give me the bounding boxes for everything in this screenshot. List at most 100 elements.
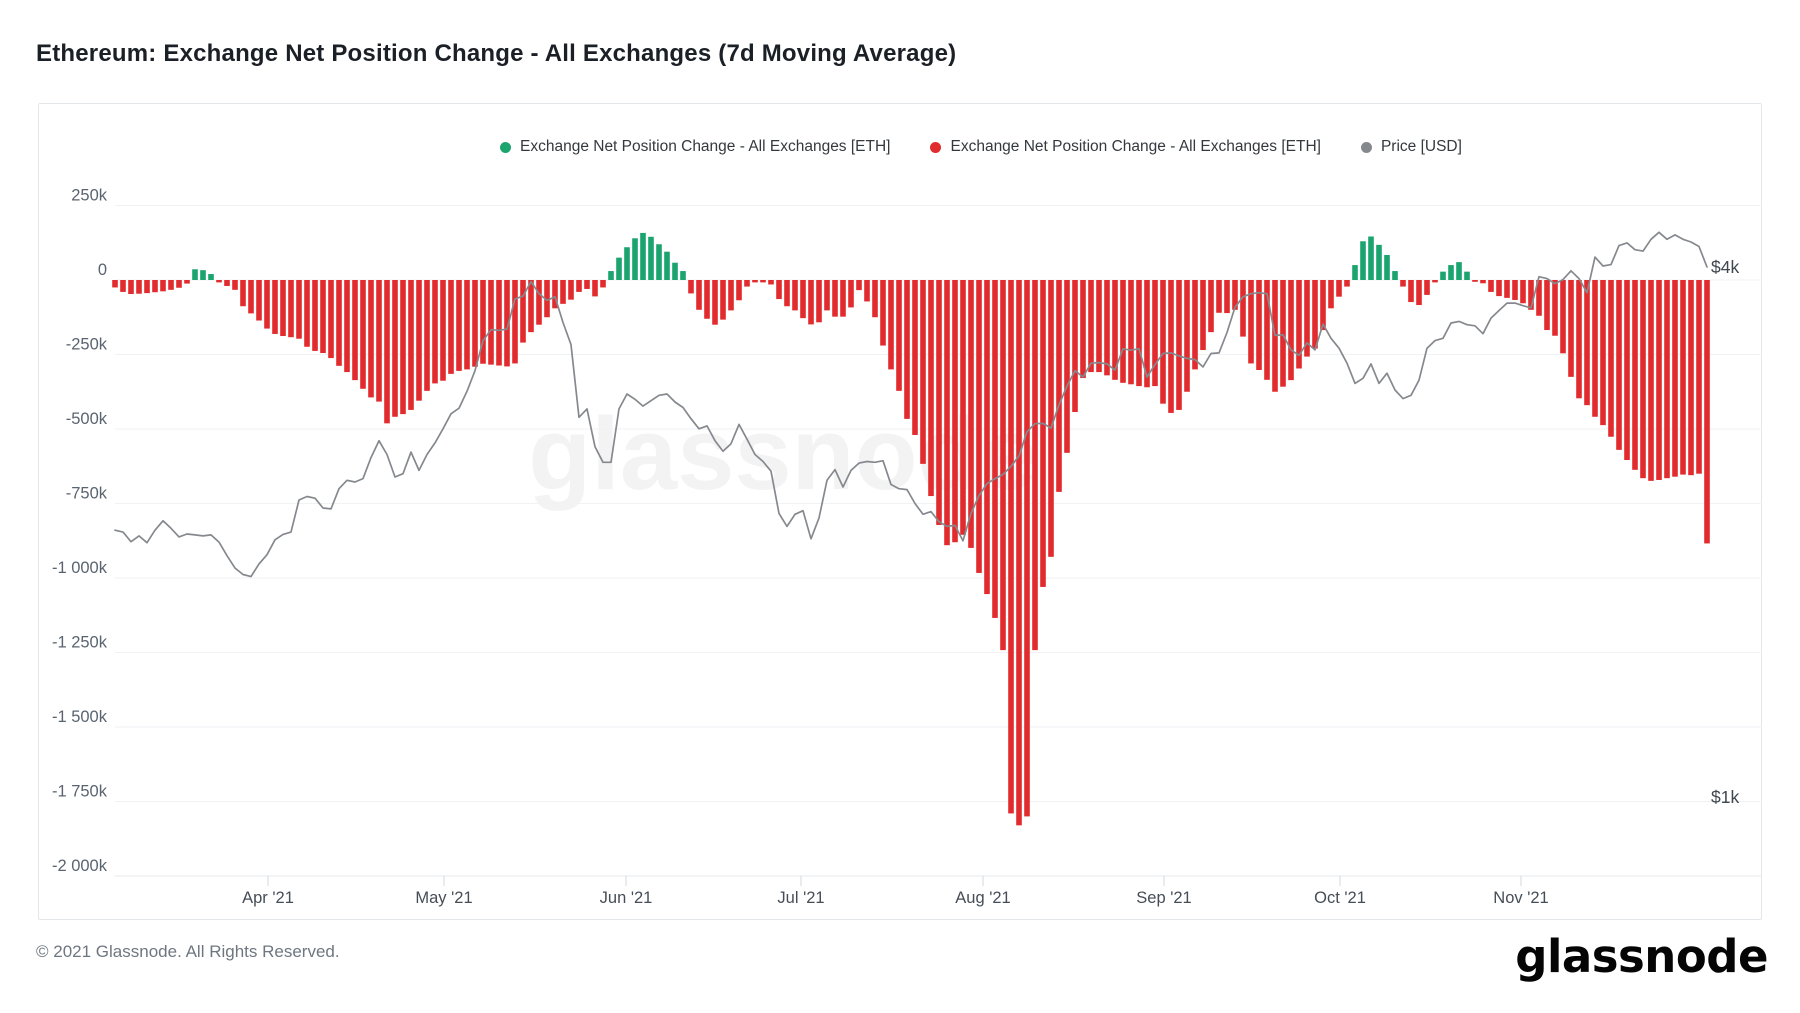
bar-negative (1096, 280, 1102, 373)
bar-negative (1112, 280, 1118, 380)
page-title: Ethereum: Exchange Net Position Change -… (36, 40, 957, 67)
bar-negative (1008, 280, 1014, 814)
bar-negative (440, 280, 446, 381)
price-line (114, 231, 1708, 578)
y-axis-tick-label: -1 500k (52, 708, 108, 726)
bar-negative (1320, 280, 1326, 331)
legend-item-price-usd[interactable]: Price [USD] (1360, 138, 1462, 156)
x-axis-tick-label: Oct '21 (1314, 889, 1366, 907)
bar-negative (1160, 280, 1166, 404)
bar-negative (1064, 280, 1070, 453)
bar-negative (1640, 280, 1646, 479)
bar-negative (328, 280, 334, 359)
bar-negative (1424, 280, 1430, 295)
bar-negative (376, 280, 382, 402)
bar-negative (808, 280, 814, 325)
bar-negative (1680, 280, 1686, 475)
bar-negative (1304, 280, 1310, 357)
bar-negative (1584, 280, 1590, 406)
bar-positive (1464, 271, 1470, 280)
legend-label: Exchange Net Position Change - All Excha… (520, 138, 891, 155)
bar-negative (872, 280, 878, 318)
legend-dot-red-icon (930, 141, 942, 153)
bar-negative (1608, 280, 1614, 437)
bar-negative (472, 280, 478, 367)
bar-negative (1528, 280, 1534, 310)
bar-negative (1408, 280, 1414, 303)
bar-negative (592, 280, 598, 297)
bar-negative (512, 280, 518, 364)
y-axis-tick-label: -250k (66, 336, 108, 354)
y-axis-tick-label: 0 (98, 261, 107, 279)
bar-negative (256, 280, 262, 321)
bar-negative (1416, 280, 1422, 306)
bar-negative (1024, 280, 1030, 817)
legend-item-net-position-positive[interactable]: Exchange Net Position Change - All Excha… (500, 138, 890, 156)
bar-negative (760, 280, 766, 283)
glassnode-logo[interactable]: glassnode (1515, 930, 1768, 983)
bar-negative (424, 280, 430, 391)
bar-negative (880, 280, 886, 346)
price-axis-tick-label: $4k (1711, 257, 1739, 277)
bar-negative (1120, 280, 1126, 383)
y-axis-tick-label: -1 250k (52, 634, 108, 652)
bar-negative (1248, 280, 1254, 364)
bar-negative (1696, 280, 1702, 474)
bar-negative (264, 280, 270, 329)
bar-negative (968, 280, 974, 548)
bar-negative (1016, 280, 1022, 826)
bar-negative (112, 280, 118, 288)
bar-negative (1688, 280, 1694, 476)
bar-negative (1040, 280, 1046, 587)
bar-negative (1152, 280, 1158, 387)
bar-negative (960, 280, 966, 535)
bar-positive (648, 236, 654, 280)
bar-negative (1224, 280, 1230, 314)
bar-negative (1184, 280, 1190, 392)
bar-positive (1352, 265, 1358, 280)
bar-negative (496, 280, 502, 366)
bar-negative (240, 280, 246, 307)
bar-positive (608, 271, 614, 280)
bar-negative (1632, 280, 1638, 470)
bar-negative (1104, 280, 1110, 376)
bar-negative (920, 280, 926, 464)
legend-item-net-position-negative[interactable]: Exchange Net Position Change - All Excha… (930, 138, 1321, 156)
bar-negative (1072, 280, 1078, 413)
bar-negative (696, 280, 702, 310)
bar-negative (1256, 280, 1262, 370)
bar-negative (800, 280, 806, 319)
bar-negative (336, 280, 342, 366)
bar-negative (248, 280, 254, 314)
legend-dot-green-icon (500, 141, 511, 153)
bar-negative (1144, 280, 1150, 388)
bar-negative (736, 280, 742, 301)
bar-negative (712, 280, 718, 325)
bar-negative (232, 280, 238, 290)
bar-negative (352, 280, 358, 381)
bar-negative (360, 280, 366, 389)
bar-negative (976, 280, 982, 573)
bar-negative (568, 280, 574, 300)
bar-positive (1360, 241, 1366, 280)
bar-negative (1288, 280, 1294, 381)
bar-positive (656, 244, 662, 280)
bar-negative (1200, 280, 1206, 351)
bar-negative (1496, 280, 1502, 297)
bar-negative (912, 280, 918, 435)
bar-negative (752, 280, 758, 283)
bar-negative (1568, 280, 1574, 377)
bar-negative (816, 280, 822, 323)
bar-negative (744, 280, 750, 287)
bar-negative (1520, 280, 1526, 304)
bar-positive (664, 251, 670, 280)
bar-negative (144, 280, 150, 294)
bar-negative (448, 280, 454, 374)
bar-positive (1384, 254, 1390, 280)
x-axis-tick-label: Nov '21 (1493, 889, 1548, 907)
bar-negative (768, 280, 774, 285)
y-axis-tick-label: -500k (66, 410, 108, 428)
bar-negative (304, 280, 310, 347)
